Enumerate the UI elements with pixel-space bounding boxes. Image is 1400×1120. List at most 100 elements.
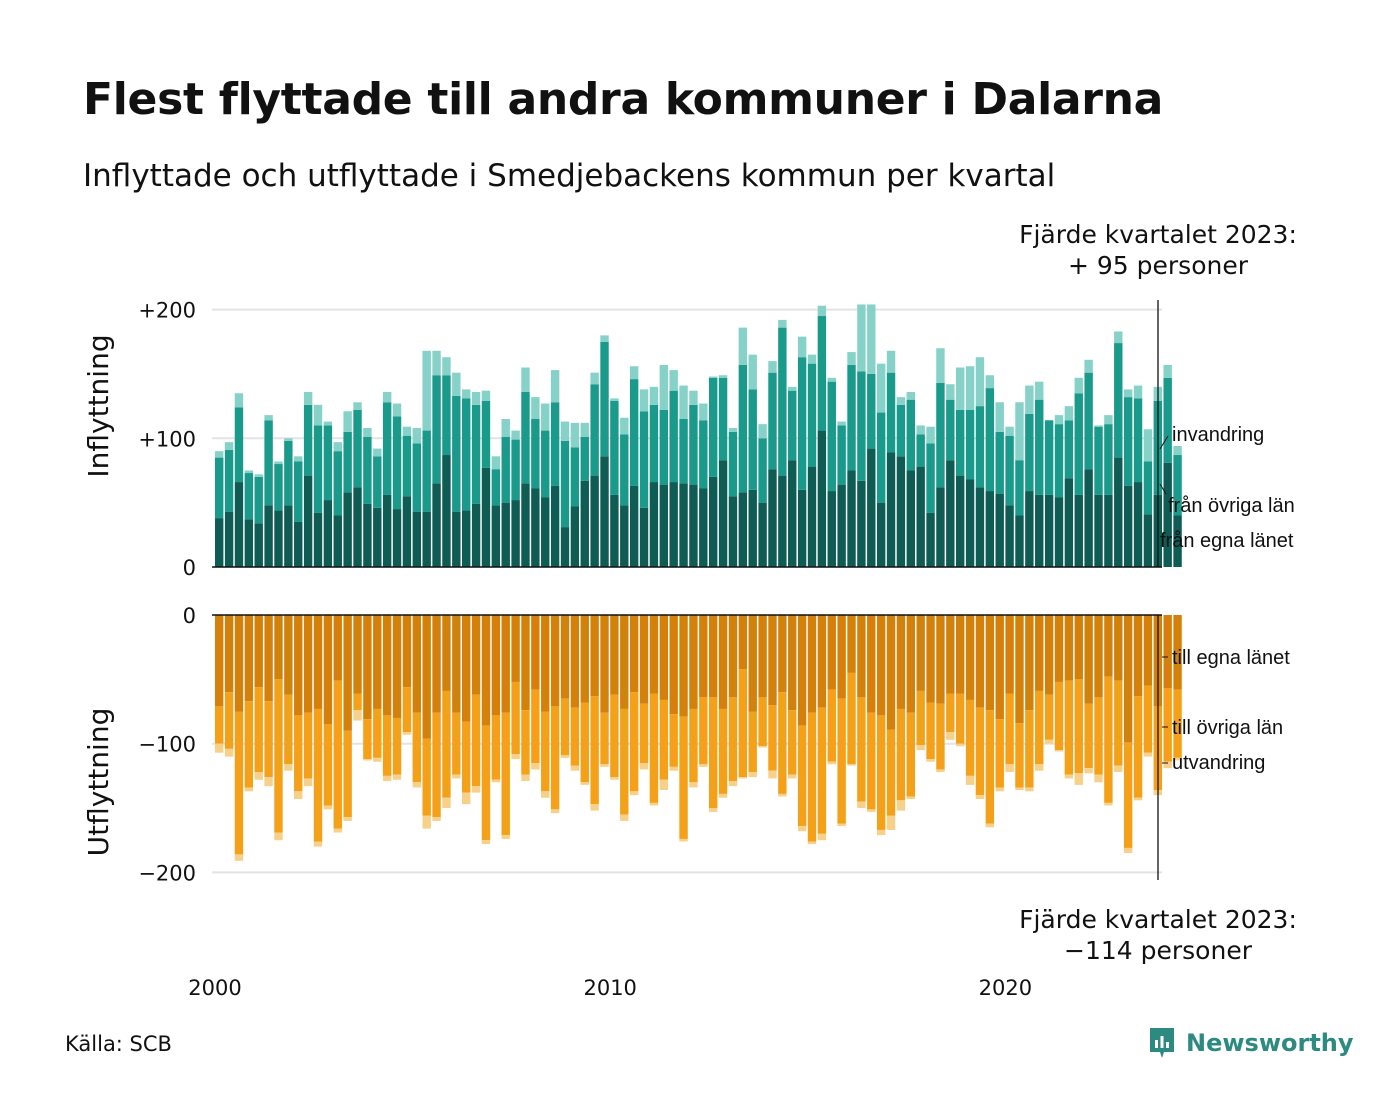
bar-in-other-13 [343,431,352,493]
bar-out-emigration-90 [1104,802,1113,806]
bar-out-other-68 [886,729,896,816]
bar-in-immigration-32 [531,397,540,419]
bar-in-own-10 [313,512,323,567]
bar-in-immigration-74 [946,384,955,400]
bar-out-own-16 [373,615,382,709]
bar-out-own-61 [817,615,827,708]
bar-out-emigration-46 [669,766,678,771]
bar-out-own-42 [629,615,639,693]
bar-out-emigration-1 [224,748,234,757]
bar-in-own-39 [600,456,609,567]
bar-in-other-82 [1025,413,1034,492]
bar-out-emigration-94 [1143,752,1153,757]
bar-in-other-90 [1104,424,1113,495]
bar-in-own-47 [679,483,688,567]
bar-in-immigration-33 [541,403,550,431]
bar-out-emigration-14 [353,710,362,721]
bar-in-other-54 [748,389,757,490]
y-tick-in-1: +100 [138,427,196,451]
bar-in-own-15 [363,503,372,567]
bar-out-own-1 [224,615,234,693]
bar-out-emigration-27 [481,840,491,845]
bar-out-other-56 [768,705,777,771]
bar-out-emigration-59 [797,826,807,832]
bar-out-emigration-7 [284,764,293,771]
bar-in-own-94 [1143,514,1153,567]
bar-out-emigration-28 [491,779,501,783]
bar-out-own-19 [402,615,412,688]
bar-out-own-41 [620,615,629,709]
bar-in-immigration-46 [669,370,678,391]
bar-out-emigration-8 [294,791,303,800]
bar-in-other-73 [936,382,945,488]
bar-out-emigration-93 [1133,797,1143,801]
bar-out-emigration-25 [462,792,471,805]
bar-in-immigration-12 [333,442,342,452]
bar-out-other-77 [975,707,985,796]
bar-in-immigration-86 [1064,406,1074,421]
bar-out-other-15 [363,719,372,760]
bar-in-immigration-57 [778,319,787,328]
bar-in-other-74 [946,399,955,461]
bar-in-immigration-1 [224,442,234,450]
bar-out-other-58 [788,710,797,775]
bar-out-other-57 [778,692,787,794]
bar-out-emigration-5 [264,777,273,787]
bar-in-own-45 [659,484,668,567]
bar-in-own-31 [521,483,530,567]
bar-in-own-72 [926,512,935,567]
bar-out-own-69 [896,615,906,709]
text-layer: +200 +100 0 0 −100 −200 Inflyttning Utflyttning… [82,220,1297,1000]
bar-in-own-3 [244,519,254,567]
bar-in-immigration-62 [827,377,836,382]
bar-in-own-65 [857,480,866,567]
bar-in-own-54 [748,489,757,567]
bar-out-other-48 [689,708,698,783]
bar-out-emigration-78 [985,823,995,828]
bar-out-emigration-38 [590,804,599,811]
bar-out-other-75 [956,693,965,744]
bar-in-immigration-35 [560,421,570,441]
bar-out-emigration-97 [1173,757,1182,761]
bar-in-other-40 [610,400,619,495]
bar-in-immigration-59 [797,336,807,358]
bar-out-emigration-20 [412,782,421,788]
bar-out-own-67 [876,615,886,716]
bar-out-other-52 [728,697,738,782]
bar-in-own-91 [1114,457,1123,567]
bar-in-other-29 [501,437,510,503]
bar-in-immigration-85 [1054,415,1064,425]
bar-in-other-87 [1074,393,1083,495]
bar-in-immigration-26 [471,391,481,405]
bar-in-immigration-51 [718,375,728,378]
bar-out-emigration-69 [896,800,906,811]
bar-out-own-12 [333,615,342,681]
bar-out-other-23 [442,690,451,798]
bar-in-own-62 [827,491,836,567]
bar-in-other-86 [1064,420,1074,479]
bar-out-emigration-75 [956,743,965,747]
label-fran-ovriga-lan: från övriga län [1168,495,1295,517]
bar-out-own-75 [956,615,965,694]
bar-out-own-5 [264,615,273,702]
bar-out-own-0 [215,615,224,707]
bar-out-own-25 [462,615,471,722]
bar-out-own-11 [323,615,333,725]
bar-out-emigration-50 [709,808,718,812]
newsworthy-logo[interactable]: Newsworthy [1148,1026,1354,1060]
bar-in-own-13 [343,492,352,567]
bar-out-emigration-58 [788,774,797,779]
bar-in-other-63 [837,425,846,485]
bar-in-immigration-63 [837,421,846,426]
bar-out-own-56 [768,615,777,706]
bar-out-own-80 [1005,615,1014,694]
bar-in-other-9 [303,404,313,476]
bar-in-own-87 [1074,494,1083,567]
bar-out-other-14 [353,693,362,711]
bar-out-own-68 [886,615,896,730]
bar-in-immigration-93 [1133,385,1143,399]
bar-in-other-22 [432,375,441,484]
bar-in-own-69 [896,456,906,567]
bar-out-other-94 [1143,685,1153,753]
bar-out-emigration-66 [867,809,876,812]
